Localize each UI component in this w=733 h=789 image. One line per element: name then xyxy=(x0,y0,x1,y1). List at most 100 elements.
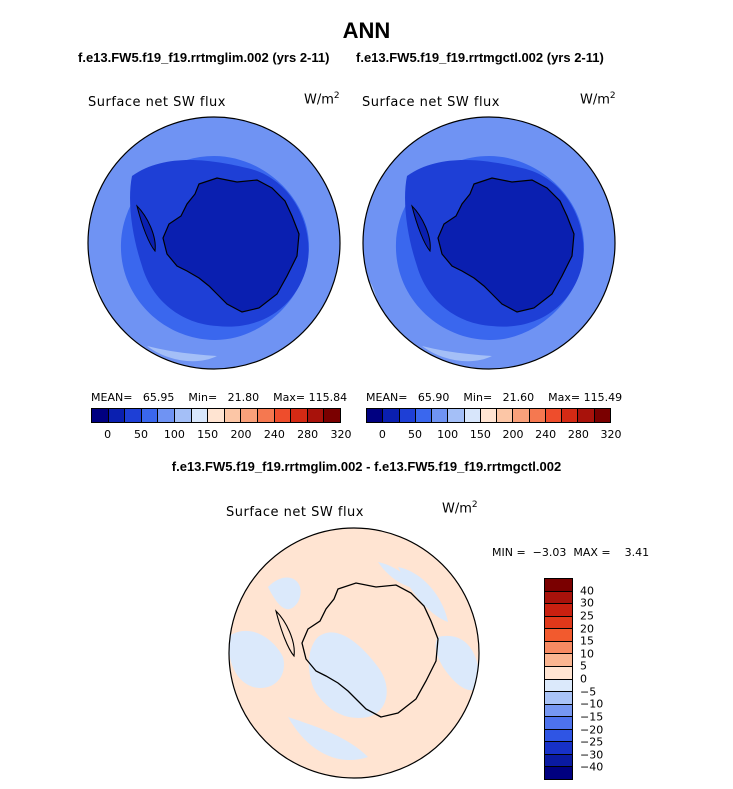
colorbar-swatch xyxy=(545,629,572,642)
colorbar-swatch xyxy=(208,409,225,422)
right-map-border xyxy=(362,116,616,370)
colorbar-swatch xyxy=(307,409,325,422)
left-stats: MEAN= 65.95 Min= 21.80 Max= 115.84 xyxy=(91,391,347,404)
colorbar-swatch xyxy=(545,729,572,743)
colorbar-swatch xyxy=(545,692,572,705)
left-min-value: 21.80 xyxy=(227,391,260,404)
colorbar-swatch xyxy=(464,409,481,422)
colorbar-swatch xyxy=(594,409,610,422)
colorbar-swatch xyxy=(324,409,340,422)
colorbar-tick-label: −10 xyxy=(580,697,604,711)
colorbar-swatch xyxy=(399,409,416,422)
colorbar-swatch xyxy=(367,409,384,422)
diff-map-neg-patch-7 xyxy=(378,562,418,589)
left-map-peninsula xyxy=(136,204,156,253)
diff-map-neg-patch-3 xyxy=(308,632,387,718)
left-mean-value: 65.95 xyxy=(142,391,175,404)
left-map-antarctica xyxy=(162,177,300,313)
right-polar-map xyxy=(362,116,616,370)
diff-variable-label: Surface net SW flux xyxy=(226,505,364,520)
colorbar-tick-label: 200 xyxy=(502,428,524,441)
colorbar-tick-label: 30 xyxy=(580,596,594,610)
right-case-title: f.e13.FW5.f19_f19.rrtmgctl.002 (yrs 2-11… xyxy=(356,50,604,65)
colorbar-swatch xyxy=(545,717,572,730)
colorbar-tick-label: 240 xyxy=(263,428,285,441)
right-map-peninsula xyxy=(411,204,431,253)
diff-colorbar xyxy=(544,578,573,780)
colorbar-tick-label: 320 xyxy=(600,428,622,441)
diff-map-neg-patch-1 xyxy=(268,577,301,610)
colorbar-tick-label: 0 xyxy=(104,428,112,441)
colorbar-tick-label: 40 xyxy=(580,584,594,598)
colorbar-tick-label: 100 xyxy=(437,428,459,441)
right-colorbar xyxy=(366,408,611,423)
right-mean-value: 65.90 xyxy=(417,391,450,404)
colorbar-swatch xyxy=(415,409,433,422)
right-min-label: Min= xyxy=(463,391,493,404)
colorbar-tick-label: 240 xyxy=(535,428,557,441)
colorbar-tick-label: 200 xyxy=(230,428,252,441)
right-map-antarctica xyxy=(437,177,575,313)
colorbar-swatch xyxy=(480,409,498,422)
diff-units-exp: 2 xyxy=(471,500,478,510)
colorbar-swatch xyxy=(545,641,572,655)
left-units-label: W/m2 xyxy=(304,91,340,107)
colorbar-tick-label: −15 xyxy=(580,710,604,724)
colorbar-swatch xyxy=(432,409,449,422)
left-case-title: f.e13.FW5.f19_f19.rrtmglim.002 (yrs 2-11… xyxy=(78,50,330,65)
left-min-label: Min= xyxy=(188,391,218,404)
right-variable-label: Surface net SW flux xyxy=(362,95,500,110)
colorbar-swatch xyxy=(158,409,175,422)
diff-map-neg-patch-2 xyxy=(229,631,284,688)
right-colorbar-ticks: 0 50 100 150 200 240 280 320 xyxy=(366,428,622,442)
diff-case-title: f.e13.FW5.f19_f19.rrtmglim.002 - f.e13.F… xyxy=(171,459,562,474)
colorbar-swatch xyxy=(545,579,572,592)
colorbar-swatch xyxy=(529,409,546,422)
colorbar-swatch xyxy=(257,409,275,422)
colorbar-tick-label: 280 xyxy=(567,428,589,441)
colorbar-swatch xyxy=(174,409,192,422)
right-min-value: 21.60 xyxy=(502,391,535,404)
colorbar-swatch xyxy=(545,704,572,718)
colorbar-tick-label: 280 xyxy=(297,428,319,441)
colorbar-swatch xyxy=(545,591,572,605)
colorbar-swatch xyxy=(92,409,109,422)
colorbar-swatch xyxy=(241,409,258,422)
left-map-light-patch xyxy=(147,346,217,362)
colorbar-tick-label: −25 xyxy=(580,735,604,749)
diff-colorbar-ticks: 40 30 25 20 15 10 5 0 −5 −10 −15 −20 −25 −30 −40 xyxy=(580,578,620,780)
colorbar-swatch xyxy=(274,409,292,422)
colorbar-tick-label: 10 xyxy=(580,647,594,661)
colorbar-swatch xyxy=(545,666,572,680)
colorbar-tick-label: 20 xyxy=(580,622,594,635)
right-units-base: W/m xyxy=(580,92,610,108)
colorbar-swatch xyxy=(545,604,572,617)
diff-minmax: MIN = −3.03 MAX = 3.41 xyxy=(492,546,650,559)
left-max-label: Max= xyxy=(273,391,306,404)
colorbar-swatch xyxy=(545,409,563,422)
right-units-exp: 2 xyxy=(609,91,616,101)
colorbar-swatch xyxy=(497,409,514,422)
colorbar-tick-label: 0 xyxy=(580,672,587,686)
left-variable-label: Surface net SW flux xyxy=(88,95,226,110)
colorbar-swatch xyxy=(545,616,572,630)
colorbar-swatch xyxy=(291,409,308,422)
colorbar-tick-label: −5 xyxy=(580,685,597,699)
right-max-label: Max= xyxy=(548,391,581,404)
diff-units-base: W/m xyxy=(442,501,472,517)
diff-map-peninsula-outline xyxy=(274,609,295,658)
colorbar-tick-label: −20 xyxy=(580,723,604,736)
diff-map-antarctica-outline xyxy=(301,582,439,718)
colorbar-swatch xyxy=(545,742,572,755)
colorbar-swatch xyxy=(141,409,159,422)
left-colorbar-ticks: 0 50 100 150 200 240 280 320 xyxy=(91,428,351,442)
colorbar-swatch xyxy=(545,679,572,693)
colorbar-swatch xyxy=(191,409,209,422)
colorbar-tick-label: 15 xyxy=(580,634,594,648)
colorbar-tick-label: 5 xyxy=(580,659,587,673)
colorbar-swatch xyxy=(448,409,465,422)
colorbar-swatch xyxy=(578,409,595,422)
left-max-value: 115.84 xyxy=(308,391,348,404)
diff-map-neg-patch-6 xyxy=(288,717,368,761)
colorbar-tick-label: 0 xyxy=(378,428,386,441)
